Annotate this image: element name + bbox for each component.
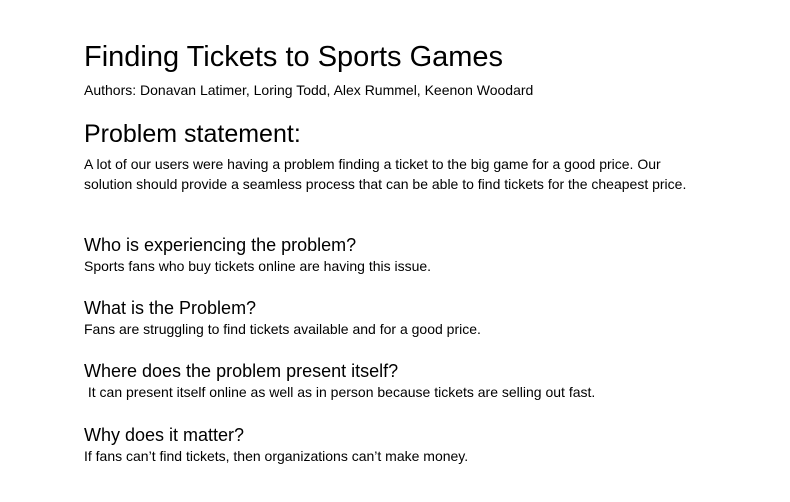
question-heading-why: Why does it matter? xyxy=(84,425,245,445)
question-heading-who: Who is experiencing the problem? xyxy=(84,235,357,255)
question-answer-where: It can present itself online as well as … xyxy=(84,384,596,400)
question-heading-what: What is the Problem? xyxy=(84,298,257,318)
problem-statement-heading: Problem statement: xyxy=(84,120,301,148)
question-answer-who: Sports fans who buy tickets online are h… xyxy=(84,258,432,274)
question-answer-why: If fans can’t find tickets, then organiz… xyxy=(84,448,469,464)
authors-line: Authors: Donavan Latimer, Loring Todd, A… xyxy=(84,82,534,98)
problem-statement-text: A lot of our users were having a problem… xyxy=(84,156,687,192)
question-answer-what: Fans are struggling to find tickets avai… xyxy=(84,321,481,337)
question-heading-where: Where does the problem present itself? xyxy=(84,361,399,381)
document-title: Finding Tickets to Sports Games xyxy=(84,41,504,73)
